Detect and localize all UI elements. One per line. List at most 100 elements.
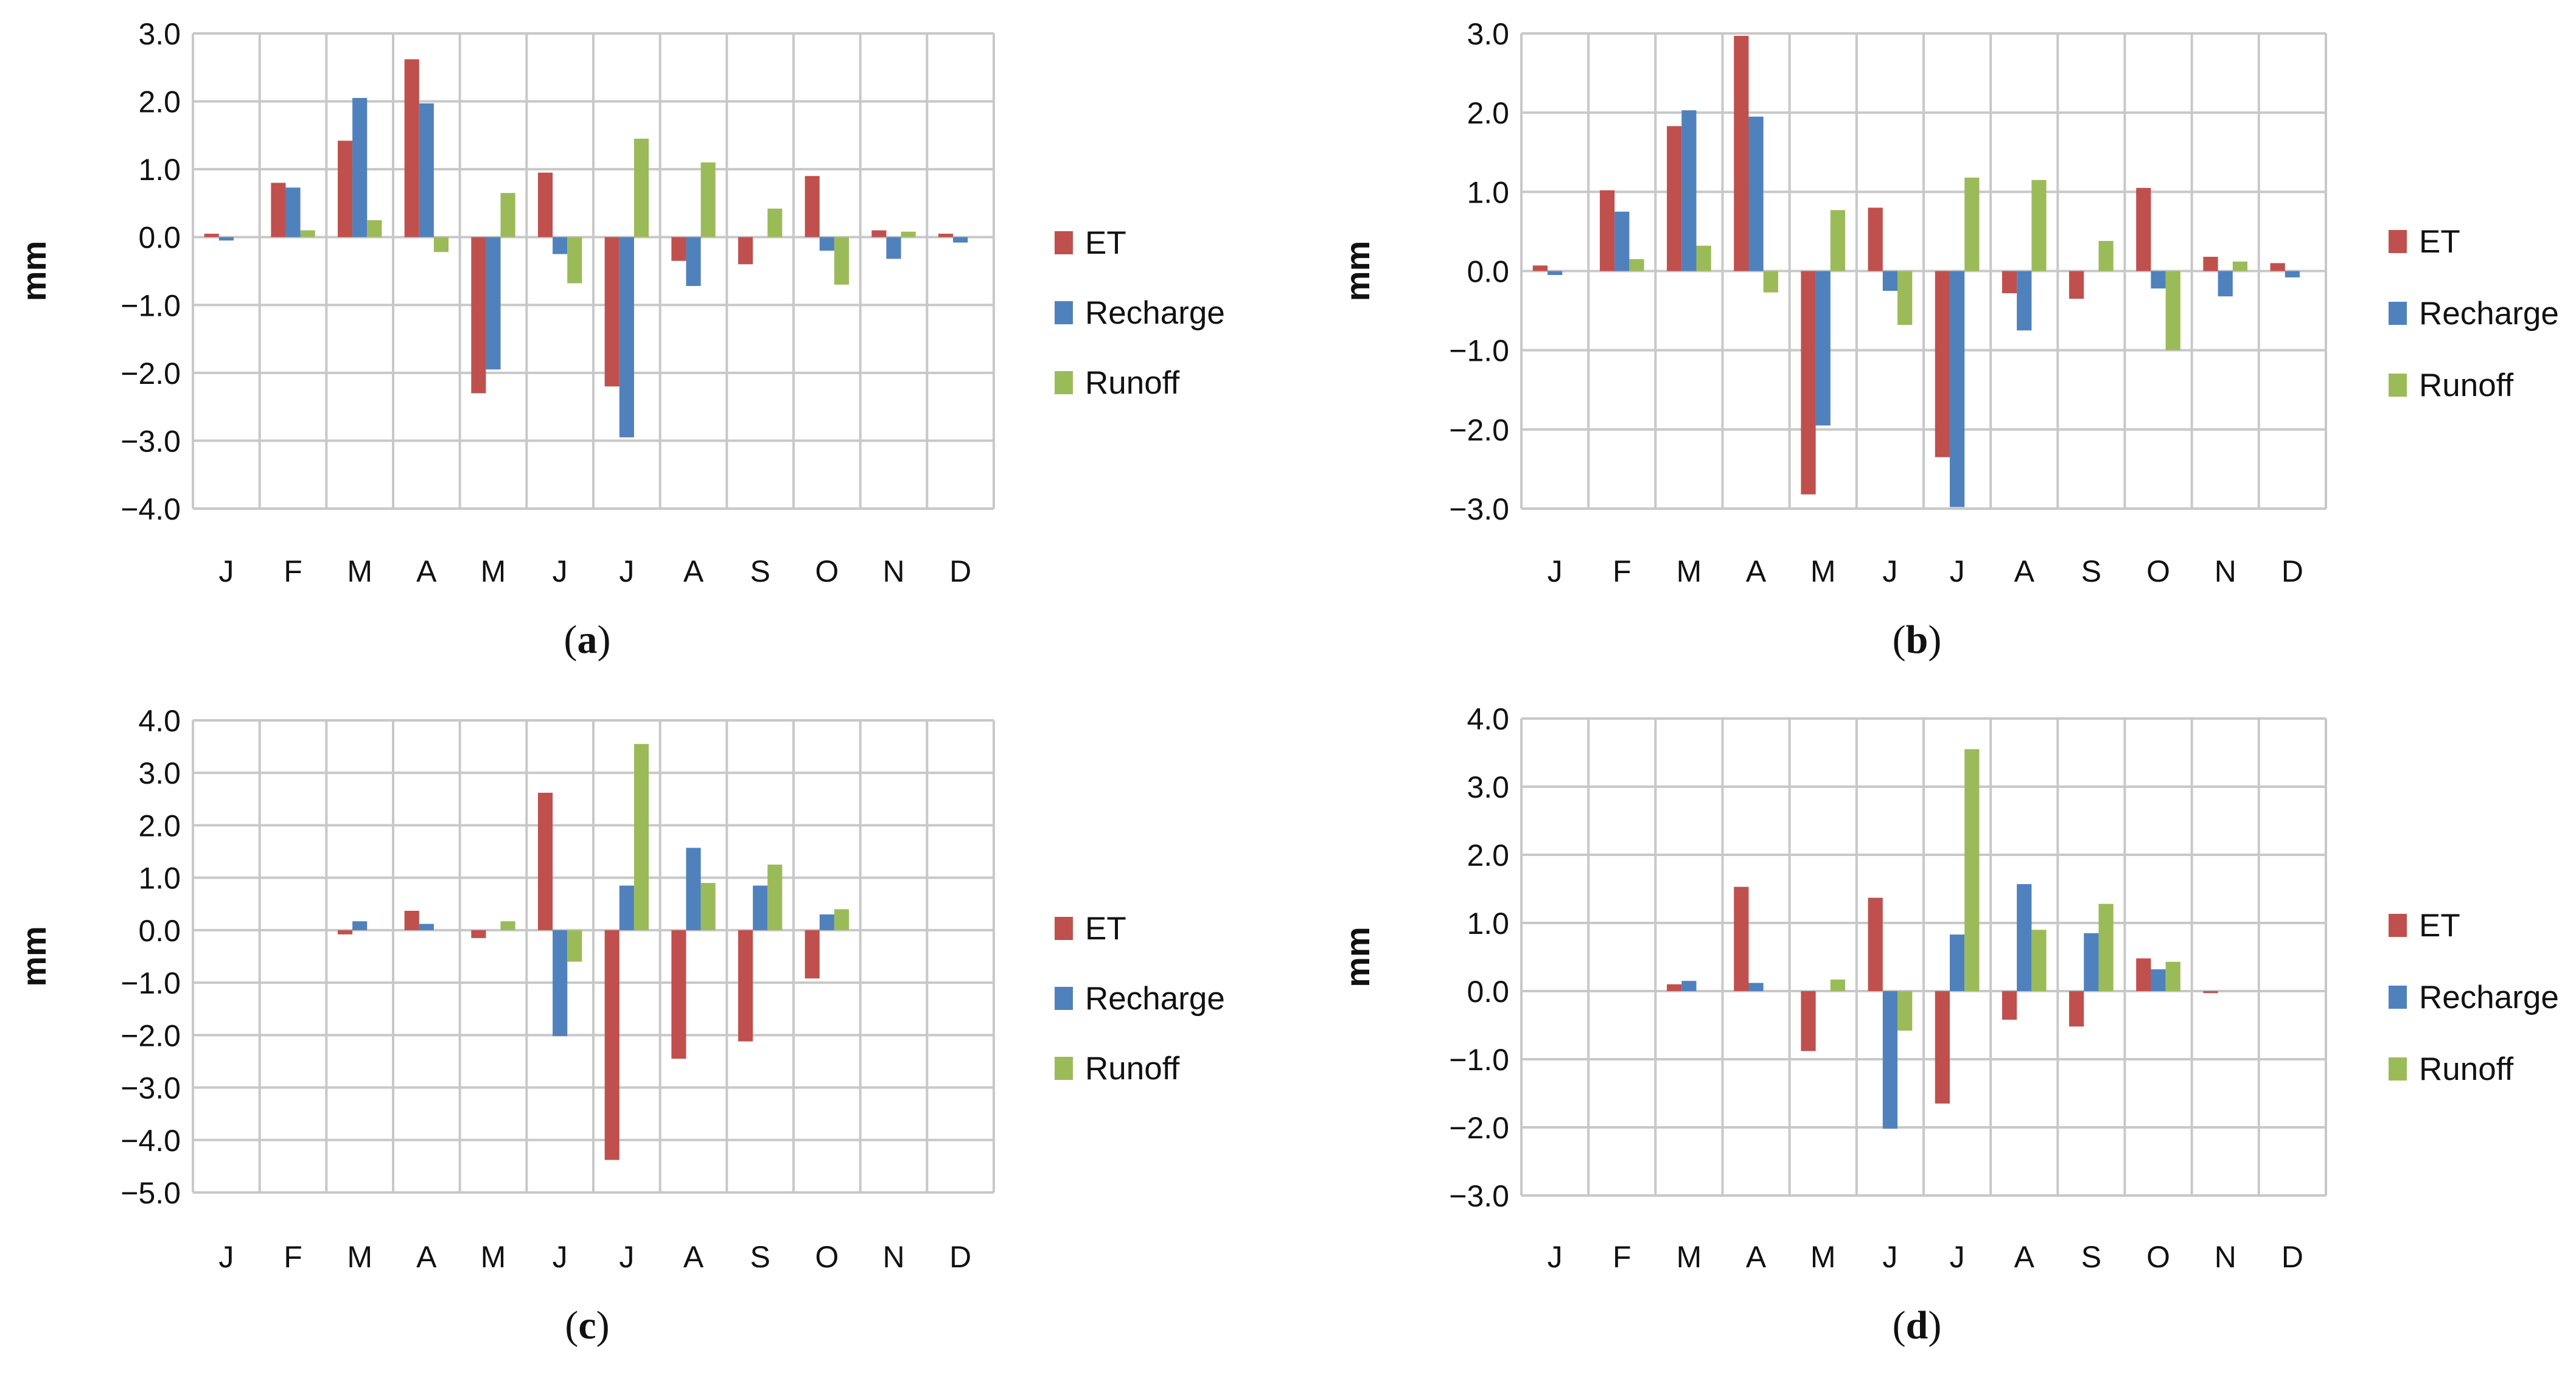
legend: ET Recharge Runoff [1055, 911, 1225, 1087]
x-tick-label: O [2146, 1240, 2170, 1274]
x-tick-label: O [815, 1240, 839, 1274]
bar-et-2 [337, 141, 353, 237]
panel-c: 4.0 3.0 2.0 1.0 0.0 −1.0 −2.0 −3.0 −4.0 −5.0 J F M A M… [15, 704, 1225, 1348]
bar-runoff-7 [2031, 179, 2047, 271]
bar-recharge-4 [486, 237, 501, 370]
legend-swatch-et [1055, 231, 1073, 254]
y-tick-label: 4.0 [138, 704, 181, 738]
bar-recharge-7 [2017, 884, 2032, 991]
y-tick-label: −3.0 [1449, 1179, 1509, 1213]
legend-swatch-runoff [1055, 1057, 1073, 1080]
bar-recharge-7 [686, 237, 701, 287]
bar-recharge-2 [352, 97, 368, 237]
x-tick-label: F [284, 554, 302, 588]
bar-runoff-9 [834, 237, 850, 285]
legend: ET Recharge Runoff [1055, 225, 1225, 401]
bar-et-5 [537, 792, 553, 930]
bar-et-9 [805, 930, 820, 979]
legend: ET Recharge Runoff [2389, 224, 2559, 403]
bar-et-4 [1801, 991, 1816, 1051]
x-tick-label: F [284, 1240, 302, 1274]
y-axis-label: mm [1338, 241, 1377, 302]
bar-runoff-6 [1964, 749, 1980, 991]
bar-runoff-10 [2232, 261, 2248, 271]
bar-et-10 [871, 230, 887, 237]
x-tick-label: S [2081, 1240, 2101, 1274]
x-tick-label: J [553, 554, 568, 588]
bar-recharge-9 [2151, 271, 2166, 289]
x-tick-label: O [815, 554, 839, 588]
bar-recharge-8 [2084, 933, 2099, 991]
x-tick-label: M [1810, 1240, 1836, 1274]
bar-recharge-6 [1949, 271, 1965, 507]
x-tick-label: M [1677, 554, 1702, 588]
bar-runoff-5 [567, 237, 582, 284]
x-tick-label: F [1613, 1240, 1632, 1274]
y-tick-label: −3.0 [120, 424, 181, 458]
bar-et-1 [271, 183, 286, 237]
legend-swatch-runoff [2389, 1057, 2407, 1081]
bar-runoff-1 [300, 230, 315, 237]
x-tick-label: N [2215, 554, 2236, 588]
bar-et-6 [604, 237, 620, 387]
legend-label-runoff: Runoff [1085, 365, 1179, 401]
bar-runoff-3 [1763, 271, 1778, 293]
legend-swatch-recharge [1055, 987, 1073, 1010]
bar-runoff-6 [1964, 177, 1980, 271]
bar-runoff-2 [367, 220, 382, 237]
y-tick-label: 0.0 [1467, 975, 1509, 1009]
y-tick-label: 3.0 [1467, 17, 1509, 51]
legend-swatch-et [1055, 917, 1073, 940]
legend-label-recharge: Recharge [1085, 981, 1225, 1017]
legend-label-runoff: Runoff [1085, 1051, 1179, 1087]
bar-recharge-10 [2218, 271, 2233, 297]
bar-runoff-5 [1897, 991, 1913, 1031]
y-tick-label: 3.0 [138, 756, 181, 790]
x-tick-label: J [218, 1240, 234, 1274]
bar-et-0 [1532, 265, 1548, 271]
panel-b: 3.0 2.0 1.0 0.0 −1.0 −2.0 −3.0 J F M A M J J A S O N Dmm ET… [1338, 17, 2559, 662]
x-tick-label: M [481, 1240, 506, 1274]
bar-et-7 [2002, 991, 2017, 1020]
x-tick-label: A [1746, 554, 1767, 588]
bar-et-4 [471, 930, 486, 938]
bar-et-6 [604, 930, 620, 1160]
bar-runoff-9 [834, 909, 850, 930]
y-tick-label: −2.0 [1449, 1111, 1509, 1145]
bar-runoff-4 [500, 921, 515, 930]
bar-recharge-6 [619, 237, 634, 437]
panel-d: 4.0 3.0 2.0 1.0 0.0 −1.0 −2.0 −3.0 J F M A M J J A S O N Dm… [1338, 702, 2559, 1348]
y-tick-label: 0.0 [138, 914, 181, 948]
bar-recharge-8 [753, 885, 768, 930]
y-tick-label: 2.0 [138, 809, 181, 843]
bar-et-1 [1599, 190, 1615, 271]
bar-et-8 [2069, 271, 2084, 299]
legend-label-et: ET [2419, 908, 2460, 944]
bar-recharge-2 [1681, 981, 1697, 991]
x-tick-label: A [683, 554, 704, 588]
bar-runoff-5 [567, 930, 582, 962]
y-tick-label: −3.0 [1449, 492, 1509, 526]
x-tick-label: J [1950, 554, 1965, 588]
x-tick-label: M [347, 554, 372, 588]
y-tick-label: 1.0 [1467, 175, 1509, 209]
legend-label-recharge: Recharge [2419, 296, 2559, 332]
bar-recharge-3 [1748, 983, 1764, 991]
bar-runoff-8 [2098, 241, 2114, 271]
y-axis-label: mm [15, 241, 53, 302]
bar-recharge-1 [1614, 211, 1630, 271]
bar-runoff-8 [2098, 903, 2114, 991]
bar-recharge-3 [419, 924, 434, 930]
bar-runoff-7 [700, 883, 716, 930]
bar-recharge-3 [419, 103, 434, 237]
bar-recharge-5 [1882, 271, 1898, 291]
y-tick-label: −1.0 [120, 288, 181, 322]
panel-caption-c: (c) [565, 1303, 609, 1348]
x-tick-label: A [2014, 1240, 2035, 1274]
bar-runoff-4 [500, 193, 515, 237]
x-tick-label: A [416, 554, 437, 588]
bar-recharge-9 [819, 914, 834, 930]
y-tick-label: −1.0 [1449, 1043, 1509, 1077]
bar-et-11 [938, 234, 954, 237]
